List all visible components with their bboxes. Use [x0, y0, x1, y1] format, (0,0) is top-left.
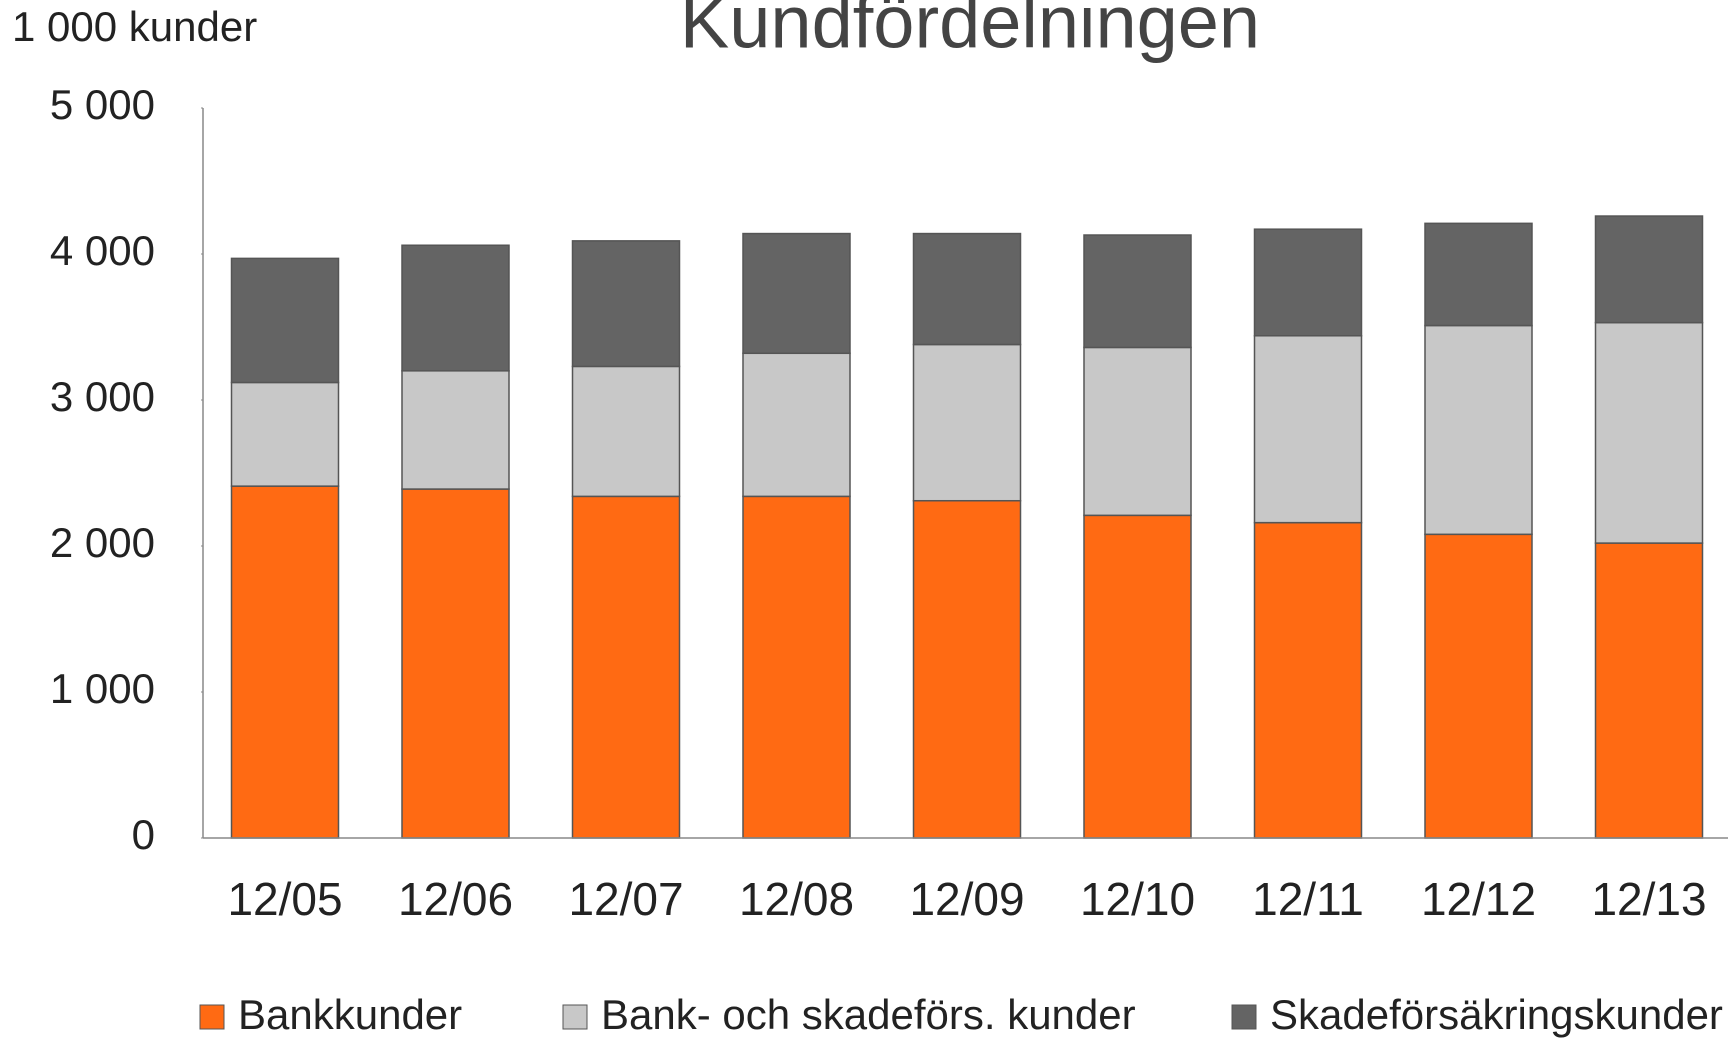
bar-segment [1253, 521, 1363, 839]
bar-segment [1424, 222, 1533, 327]
bar-segment [742, 495, 851, 839]
x-tick-label: 12/06 [398, 873, 513, 925]
bar-segment [230, 381, 340, 487]
x-tick-label: 12/09 [909, 873, 1024, 925]
x-tick-label: 12/10 [1080, 873, 1195, 925]
legend-swatch [562, 1004, 588, 1030]
bar-segment [230, 257, 340, 384]
bar-segment [401, 488, 510, 839]
y-tick-label: 5 000 [50, 81, 155, 128]
bar-segment [401, 244, 510, 372]
bar-segment [1594, 321, 1704, 544]
bar-segment [912, 343, 1022, 502]
bar-segment [1083, 514, 1192, 839]
y-tick-label: 3 000 [50, 373, 155, 420]
bar-segment [1424, 324, 1533, 536]
bar-segment [742, 232, 851, 355]
bar-segment [1424, 533, 1533, 839]
legend-swatch [199, 1004, 225, 1030]
x-tick-label: 12/08 [739, 873, 854, 925]
bar-segment [401, 370, 510, 490]
x-tick-label: 12/13 [1591, 873, 1706, 925]
bar-segment [1253, 335, 1363, 524]
bar-segment [1253, 228, 1363, 337]
y-tick-label: 4 000 [50, 227, 155, 274]
bar-segment [1594, 542, 1704, 839]
bar-segment [1594, 215, 1704, 324]
bar-segment [230, 485, 340, 839]
legend-label: Skadeförsäkringskunder [1270, 991, 1723, 1038]
y-tick-label: 0 [132, 811, 155, 858]
bar-segment [1083, 346, 1192, 517]
bar-segment [1083, 234, 1192, 349]
y-tick-label: 1 000 [50, 665, 155, 712]
legend-label: Bankkunder [238, 991, 462, 1038]
bar-segment [571, 240, 681, 368]
x-tick-label: 12/11 [1252, 873, 1364, 925]
y-tick-label: 2 000 [50, 519, 155, 566]
legend-label: Bank- och skadeförs. kunder [601, 991, 1136, 1038]
bar-segment [571, 365, 681, 498]
x-tick-label: 12/12 [1421, 873, 1536, 925]
bar-segment [912, 499, 1022, 839]
bar-segment [742, 352, 851, 498]
bar-segment [571, 495, 681, 839]
y-axis-label: 1 000 kunder [12, 3, 257, 50]
x-tick-label: 12/07 [568, 873, 683, 925]
legend-swatch [1231, 1004, 1257, 1030]
bar-segment [912, 232, 1022, 346]
x-tick-label: 12/05 [227, 873, 342, 925]
chart-title: Kundfördelningen [680, 0, 1260, 64]
